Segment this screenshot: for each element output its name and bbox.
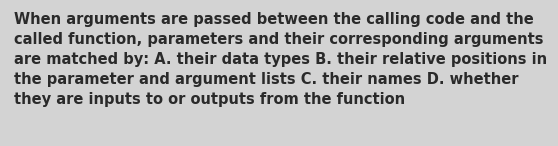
- Text: called function, parameters and their corresponding arguments: called function, parameters and their co…: [14, 32, 543, 47]
- Text: When arguments are passed between the calling code and the: When arguments are passed between the ca…: [14, 12, 534, 27]
- Text: they are inputs to or outputs from the function: they are inputs to or outputs from the f…: [14, 92, 405, 107]
- Text: the parameter and argument lists C. their names D. whether: the parameter and argument lists C. thei…: [14, 72, 518, 87]
- Text: are matched by: A. their data types B. their relative positions in: are matched by: A. their data types B. t…: [14, 52, 547, 67]
